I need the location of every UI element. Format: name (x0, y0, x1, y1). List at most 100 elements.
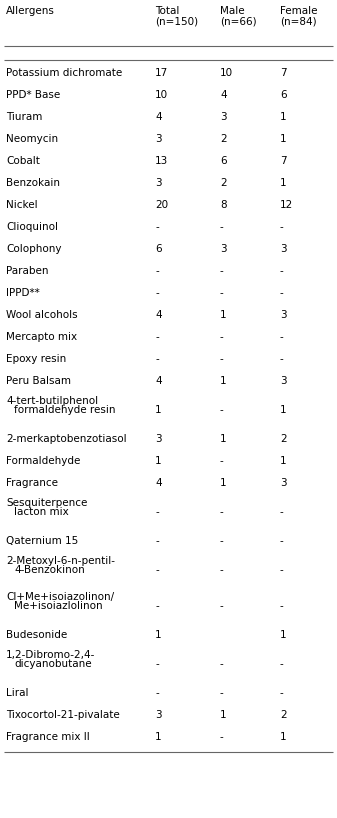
Text: -: - (220, 659, 224, 669)
Text: -: - (155, 332, 159, 342)
Text: 2: 2 (220, 178, 226, 188)
Text: IPPD**: IPPD** (6, 288, 40, 298)
Text: 1,2-Dibromo-2,4-: 1,2-Dibromo-2,4- (6, 650, 95, 660)
Text: 1: 1 (155, 630, 162, 640)
Text: Total: Total (155, 6, 179, 16)
Text: 6: 6 (280, 90, 287, 100)
Text: -: - (155, 688, 159, 698)
Text: Peru Balsam: Peru Balsam (6, 376, 71, 386)
Text: 12: 12 (280, 200, 293, 210)
Text: 2-Metoxyl-6-n-pentil-: 2-Metoxyl-6-n-pentil- (6, 556, 115, 566)
Text: Female: Female (280, 6, 317, 16)
Text: -: - (220, 266, 224, 276)
Text: 1: 1 (220, 434, 226, 444)
Text: 4: 4 (220, 90, 226, 100)
Text: 4-Benzokinon: 4-Benzokinon (14, 565, 85, 575)
Text: -: - (155, 222, 159, 232)
Text: 3: 3 (280, 376, 287, 386)
Text: 3: 3 (220, 244, 226, 254)
Text: -: - (220, 688, 224, 698)
Text: 13: 13 (155, 156, 168, 166)
Text: 3: 3 (155, 434, 162, 444)
Text: Clioquinol: Clioquinol (6, 222, 58, 232)
Text: Mercapto mix: Mercapto mix (6, 332, 77, 342)
Text: -: - (220, 288, 224, 298)
Text: -: - (280, 507, 284, 517)
Text: 1: 1 (280, 178, 287, 188)
Text: Potassium dichromate: Potassium dichromate (6, 68, 122, 78)
Text: (n=84): (n=84) (280, 17, 317, 27)
Text: -: - (220, 222, 224, 232)
Text: -: - (220, 456, 224, 466)
Text: 20: 20 (155, 200, 168, 210)
Text: Benzokain: Benzokain (6, 178, 60, 188)
Text: -: - (155, 266, 159, 276)
Text: -: - (280, 288, 284, 298)
Text: Allergens: Allergens (6, 6, 55, 16)
Text: Male: Male (220, 6, 245, 16)
Text: -: - (155, 565, 159, 575)
Text: Formaldehyde: Formaldehyde (6, 456, 81, 466)
Text: -: - (280, 536, 284, 546)
Text: 10: 10 (220, 68, 233, 78)
Text: -: - (220, 601, 224, 611)
Text: Epoxy resin: Epoxy resin (6, 354, 66, 364)
Text: -: - (280, 222, 284, 232)
Text: -: - (220, 536, 224, 546)
Text: lacton mix: lacton mix (14, 507, 69, 517)
Text: 4: 4 (155, 310, 162, 320)
Text: -: - (220, 405, 224, 415)
Text: 1: 1 (220, 310, 226, 320)
Text: 4-tert-butilphenol: 4-tert-butilphenol (6, 396, 98, 406)
Text: 2: 2 (220, 134, 226, 144)
Text: 1: 1 (280, 405, 287, 415)
Text: Nickel: Nickel (6, 200, 38, 210)
Text: -: - (280, 354, 284, 364)
Text: Sesquiterpence: Sesquiterpence (6, 498, 87, 508)
Text: 3: 3 (280, 244, 287, 254)
Text: 1: 1 (280, 456, 287, 466)
Text: -: - (220, 354, 224, 364)
Text: -: - (280, 659, 284, 669)
Text: 7: 7 (280, 68, 287, 78)
Text: -: - (155, 659, 159, 669)
Text: 1: 1 (155, 405, 162, 415)
Text: 8: 8 (220, 200, 226, 210)
Text: 3: 3 (155, 710, 162, 720)
Text: PPD* Base: PPD* Base (6, 90, 60, 100)
Text: Neomycin: Neomycin (6, 134, 58, 144)
Text: 1: 1 (220, 376, 226, 386)
Text: formaldehyde resin: formaldehyde resin (14, 406, 116, 416)
Text: 3: 3 (280, 310, 287, 320)
Text: Fragrance mix II: Fragrance mix II (6, 732, 90, 742)
Text: dicyanobutane: dicyanobutane (14, 659, 92, 669)
Text: 2: 2 (280, 710, 287, 720)
Text: -: - (280, 688, 284, 698)
Text: 2: 2 (280, 434, 287, 444)
Text: -: - (280, 601, 284, 611)
Text: 1: 1 (155, 456, 162, 466)
Text: 1: 1 (280, 112, 287, 122)
Text: Me+isoiazlolinon: Me+isoiazlolinon (14, 601, 103, 611)
Text: -: - (220, 732, 224, 742)
Text: -: - (280, 266, 284, 276)
Text: -: - (280, 565, 284, 575)
Text: 1: 1 (280, 134, 287, 144)
Text: Cobalt: Cobalt (6, 156, 40, 166)
Text: -: - (220, 507, 224, 517)
Text: Colophony: Colophony (6, 244, 61, 254)
Text: 17: 17 (155, 68, 168, 78)
Text: 2-merkaptobenzotiasol: 2-merkaptobenzotiasol (6, 434, 127, 444)
Text: Paraben: Paraben (6, 266, 49, 276)
Text: Liral: Liral (6, 688, 29, 698)
Text: Fragrance: Fragrance (6, 478, 58, 488)
Text: 1: 1 (220, 478, 226, 488)
Text: 10: 10 (155, 90, 168, 100)
Text: -: - (155, 536, 159, 546)
Text: Wool alcohols: Wool alcohols (6, 310, 78, 320)
Text: -: - (280, 332, 284, 342)
Text: Cl+Me+isoiazolinon/: Cl+Me+isoiazolinon/ (6, 592, 114, 602)
Text: 4: 4 (155, 112, 162, 122)
Text: 4: 4 (155, 376, 162, 386)
Text: 1: 1 (280, 630, 287, 640)
